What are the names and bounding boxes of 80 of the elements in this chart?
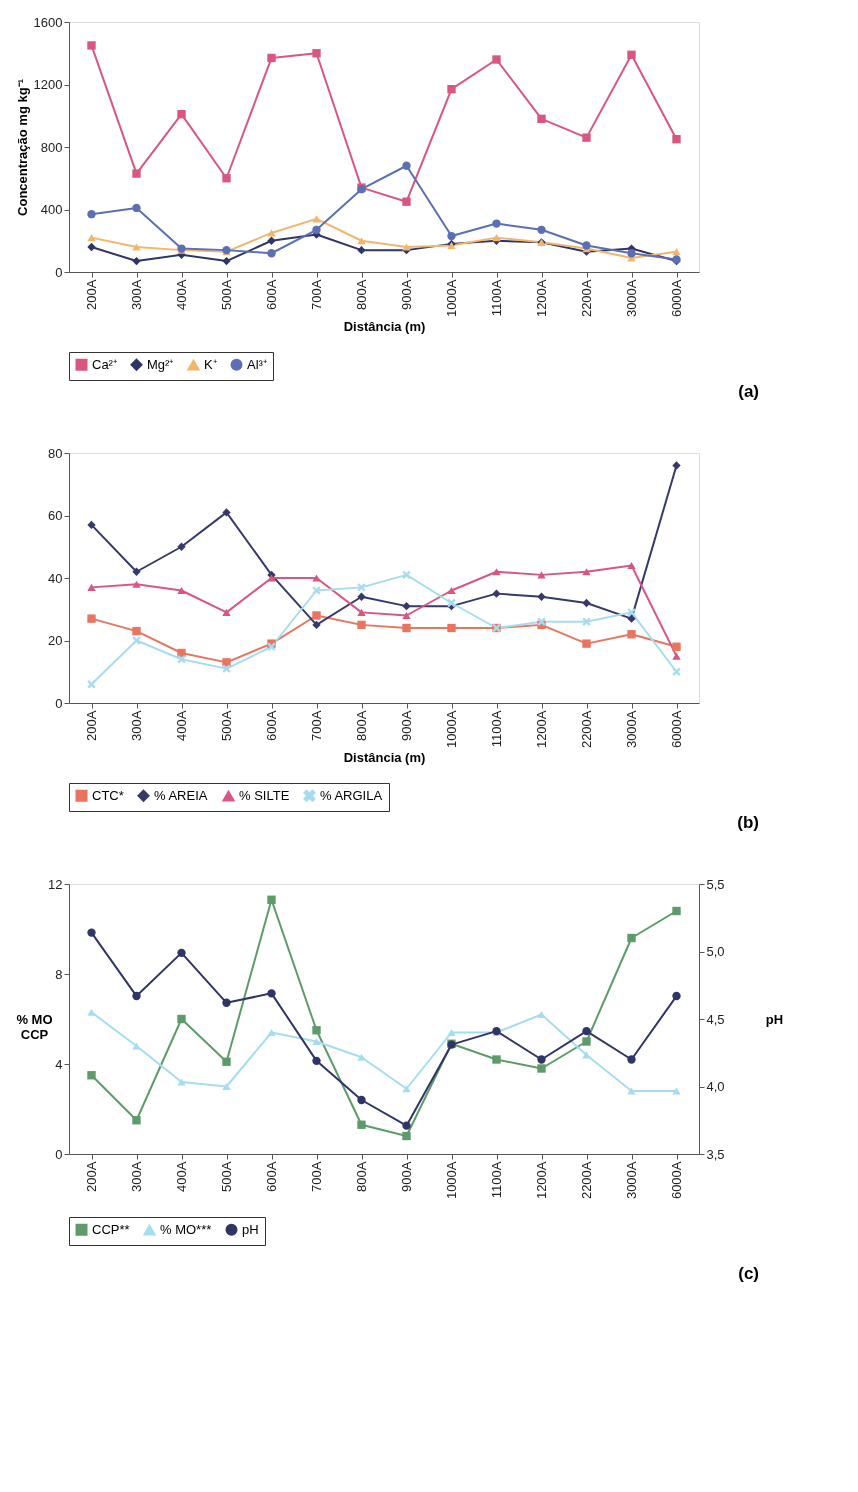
y2-tick-label: 4,5 xyxy=(706,1011,725,1027)
y-tick-label: 80 xyxy=(48,445,63,461)
x-tick-label: 2200A xyxy=(579,1161,594,1200)
x-tick-label: 3000A xyxy=(624,710,639,749)
text: (b) xyxy=(737,813,759,832)
x-tick-label: 1200A xyxy=(534,279,549,318)
y-tick-label: 20 xyxy=(48,633,63,648)
x-tick-label: 400A xyxy=(174,710,189,741)
x-tick-label: 3000A xyxy=(624,279,639,318)
legend-label: CTC* xyxy=(92,787,124,803)
x-tick-label: 6000A xyxy=(669,279,684,318)
y-tick-label: 8 xyxy=(55,966,63,982)
y-tick-label: 400 xyxy=(40,202,63,217)
y-axis-title: % MO CCP xyxy=(16,1011,53,1042)
y-axis-title: Concentração mg kg⁻¹ xyxy=(14,79,30,216)
y-tick-label: 0 xyxy=(55,695,63,711)
x-tick-label: 400A xyxy=(174,1161,189,1192)
y2-tick-label: 3,5 xyxy=(706,1146,725,1162)
x-tick-label: 700A xyxy=(309,1161,324,1192)
x-tick-label: 800A xyxy=(354,1161,369,1192)
x-tick-label: 500A xyxy=(219,1161,234,1192)
x-tick-label: 1200A xyxy=(534,710,549,749)
y2-tick-label: 5,0 xyxy=(706,944,725,959)
x-tick-label: 800A xyxy=(354,279,369,310)
x-tick-label: 1200A xyxy=(534,1161,549,1200)
legend-label: % ARGILA xyxy=(320,787,383,803)
x-tick-label: 1000A xyxy=(444,279,459,318)
x-tick-label: 1000A xyxy=(444,1161,459,1200)
legend-label: K⁺ xyxy=(204,357,217,373)
x-tick-label: 600A xyxy=(264,1161,279,1192)
x-tick-label: 300A xyxy=(129,710,144,741)
x-tick-label: 600A xyxy=(264,710,279,741)
text: (c) xyxy=(738,1264,759,1283)
y-tick-label: 1200 xyxy=(33,77,63,92)
x-tick-label: 6000A xyxy=(669,710,684,749)
x-tick-label: 700A xyxy=(309,279,324,310)
legend-label: pH xyxy=(242,1221,259,1237)
x-tick-label: 500A xyxy=(219,710,234,741)
x-tick-label: 1100A xyxy=(489,279,504,317)
x-tick-label: 900A xyxy=(399,279,414,310)
x-tick-label: 200A xyxy=(84,1161,99,1192)
y-tick-label: 60 xyxy=(48,508,63,523)
y-tick-label: 4 xyxy=(55,1056,63,1072)
y2-tick-label: 5,5 xyxy=(706,876,725,892)
x-axis-title: Distância (m) xyxy=(343,319,426,335)
y-tick-label: 1600 xyxy=(33,14,63,30)
y2-tick-label: 4,0 xyxy=(706,1079,725,1094)
x-tick-label: 1000A xyxy=(444,710,459,749)
y-tick-label: 800 xyxy=(40,139,63,155)
x-tick-label: 6000A xyxy=(669,1161,684,1200)
x-tick-label: 900A xyxy=(399,1161,414,1192)
x-tick-label: 2200A xyxy=(579,710,594,749)
x-tick-label: 200A xyxy=(84,279,99,310)
text: (a) xyxy=(738,382,759,401)
legend-label: Al³⁺ xyxy=(247,356,267,372)
x-tick-label: 2200A xyxy=(579,279,594,318)
x-tick-label: 600A xyxy=(264,279,279,310)
x-tick-label: 700A xyxy=(309,710,324,741)
x-tick-label: 200A xyxy=(84,710,99,741)
x-tick-label: 400A xyxy=(174,279,189,310)
x-tick-label: 500A xyxy=(219,279,234,310)
y-tick-label: 0 xyxy=(55,264,63,280)
y-tick-label: 12 xyxy=(48,876,63,892)
legend-label: CCP** xyxy=(92,1221,130,1237)
legend-label: Mg²⁺ xyxy=(147,356,174,372)
x-tick-label: 1100A xyxy=(489,710,504,748)
x-tick-label: 300A xyxy=(129,279,144,310)
x-tick-label: 800A xyxy=(354,710,369,741)
y-tick-label: 0 xyxy=(55,1146,63,1162)
legend-label: % AREIA xyxy=(154,787,208,803)
x-tick-label: 3000A xyxy=(624,1161,639,1200)
y2-axis-title: pH xyxy=(765,1011,784,1027)
y-tick-label: 40 xyxy=(48,570,63,586)
x-tick-label: 900A xyxy=(399,710,414,741)
legend-label: % SILTE xyxy=(239,788,290,804)
x-tick-label: 1100A xyxy=(489,1161,504,1199)
legend-label: Ca²⁺ xyxy=(92,356,117,372)
legend-label: % MO*** xyxy=(160,1222,212,1238)
x-tick-label: 300A xyxy=(129,1161,144,1192)
x-axis-title: Distância (m) xyxy=(343,750,426,766)
